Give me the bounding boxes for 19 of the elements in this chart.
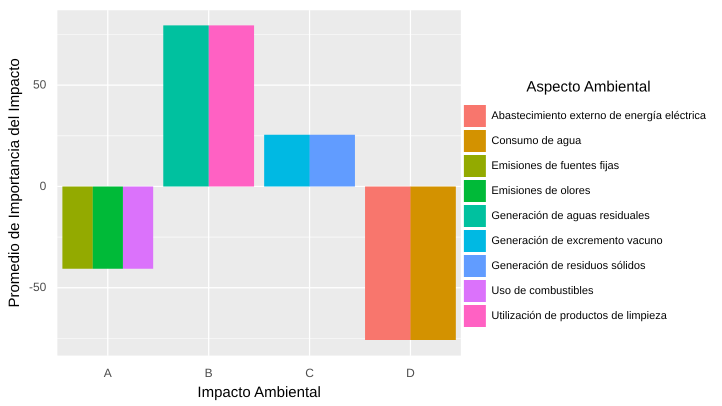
legend-label: Consumo de agua: [491, 135, 582, 148]
legend-title: Aspecto Ambiental: [526, 78, 651, 96]
x-tick-label: B: [204, 366, 213, 380]
x-tick-label: A: [104, 366, 112, 380]
legend-label: Generación de residuos sólidos: [491, 260, 646, 272]
legend-label: Emisiones de fuentes fijas: [491, 160, 620, 172]
legend-label: Abastecimiento externo de energía eléctrica: [491, 110, 707, 122]
legend-label: Generación de excremento vacuno: [491, 235, 663, 248]
x-tick-label: D: [406, 366, 416, 380]
legend-label: Utilización de productos de limpieza: [491, 310, 668, 322]
x-tick-label: C: [305, 366, 314, 380]
legend-label: Uso de combustibles: [491, 285, 594, 298]
y-tick-label: 0: [40, 178, 47, 193]
legend-label: Generación de aguas residuales: [491, 210, 650, 222]
y-axis-title: Promedio de Importancia del Impacto: [6, 58, 24, 308]
legend-label: Emisiones de olores: [491, 185, 591, 198]
x-axis-title: Impacto Ambiental: [197, 384, 321, 402]
y-tick-label: 50: [32, 77, 47, 92]
y-tick-label: -50: [29, 280, 47, 294]
